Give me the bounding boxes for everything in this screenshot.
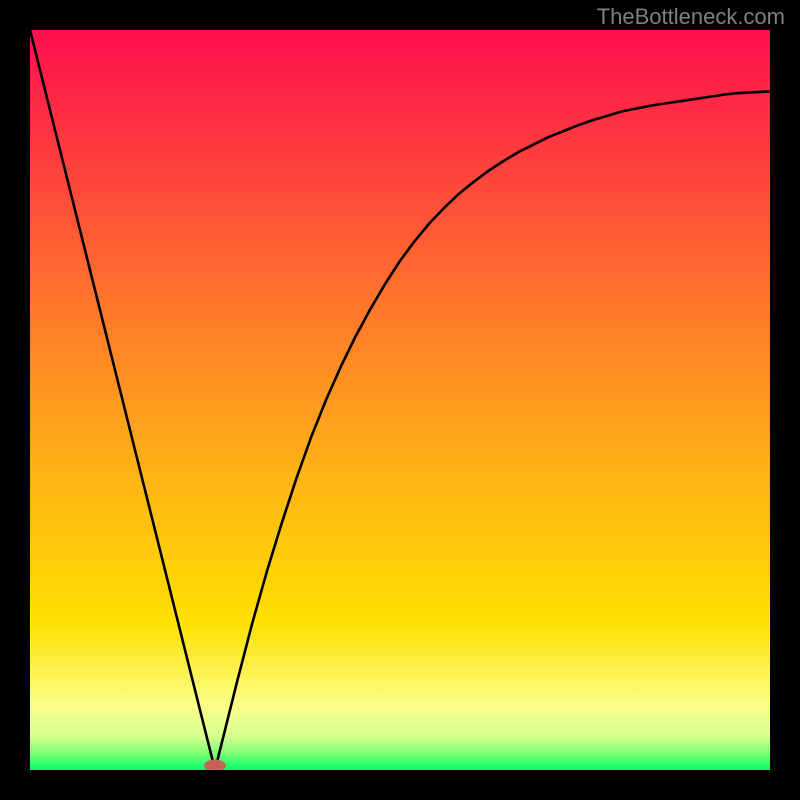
watermark-text: TheBottleneck.com [597, 4, 785, 30]
curve-layer [30, 30, 770, 770]
bottleneck-curve [30, 30, 770, 770]
chart-container: TheBottleneck.com [0, 0, 800, 800]
minimum-marker [204, 760, 226, 770]
plot-area [30, 30, 770, 770]
